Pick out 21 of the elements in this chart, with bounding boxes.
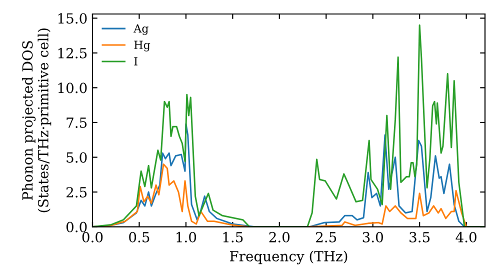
x-tick-label: 0.0 [82,232,103,242]
y-tick-label: 10.0 [58,82,87,94]
x-tick-label: 1.5 [223,232,243,242]
y-tick-label: 7.5 [66,118,87,128]
y-tick-label: 5.0 [66,152,87,163]
x-axis-title: Frequency (THz) [230,250,348,264]
x-tick-label: 4.0 [456,232,476,242]
y-tick-label: 12.5 [58,48,87,58]
x-tick-label: 2.0 [269,232,290,242]
y-tick-label: 0.0 [66,222,87,232]
x-tick-label: 3.0 [362,232,383,242]
x-tick-label: 0.5 [129,232,150,242]
legend-label: Ag [134,24,148,35]
x-tick-label: 3.5 [410,232,430,242]
legend-label: I [134,57,138,66]
y-axis-title: Phonon projected DOS (States/THz·primitive cell) [22,28,52,212]
x-tick-label: 2.5 [316,232,336,242]
x-tick-label: 1.0 [176,232,196,242]
legend-label: Hg [134,40,150,52]
y-tick-label: 2.5 [66,186,87,198]
y-tick-label: 15.0 [58,13,87,24]
